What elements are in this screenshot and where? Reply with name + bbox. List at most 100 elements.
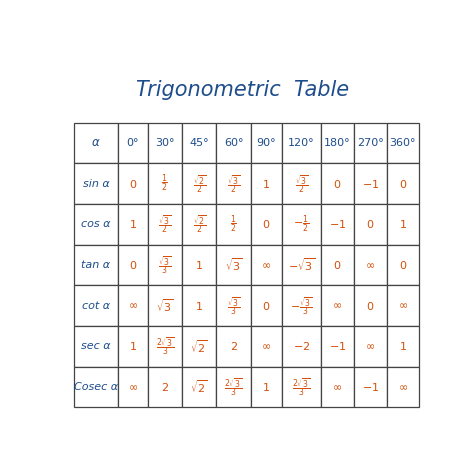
Text: $\infty$: $\infty$ (261, 341, 271, 351)
Text: $0$: $0$ (129, 259, 137, 271)
Bar (74, 204, 118, 245)
Bar (354, 123, 386, 163)
Bar (147, 123, 182, 163)
Text: sec α: sec α (81, 341, 111, 351)
Bar (386, 204, 419, 245)
Text: $\frac{\sqrt{3}}{2}$: $\frac{\sqrt{3}}{2}$ (227, 173, 240, 194)
Text: $-1$: $-1$ (329, 218, 346, 230)
Text: $\frac{\sqrt{3}}{3}$: $\frac{\sqrt{3}}{3}$ (227, 295, 240, 317)
Text: $0$: $0$ (262, 218, 270, 230)
Text: $\frac{\sqrt{3}}{2}$: $\frac{\sqrt{3}}{2}$ (295, 173, 308, 194)
Bar (282, 123, 321, 163)
Bar (118, 326, 147, 366)
Text: $0$: $0$ (333, 178, 342, 190)
Bar (251, 204, 282, 245)
Text: $2$: $2$ (161, 381, 169, 393)
Bar (321, 326, 354, 366)
Text: Trigonometric  Table: Trigonometric Table (137, 80, 349, 100)
Bar (182, 204, 216, 245)
Text: $0$: $0$ (366, 300, 374, 311)
Bar (251, 326, 282, 366)
Bar (354, 245, 386, 285)
Bar (182, 326, 216, 366)
Bar (118, 123, 147, 163)
Bar (118, 285, 147, 326)
Bar (321, 123, 354, 163)
Text: $-1$: $-1$ (362, 178, 379, 190)
Bar (321, 204, 354, 245)
Bar (182, 366, 216, 407)
Bar (251, 163, 282, 204)
Text: $0$: $0$ (262, 300, 270, 311)
Bar (282, 326, 321, 366)
Text: $-1$: $-1$ (329, 340, 346, 352)
Text: $\infty$: $\infty$ (365, 341, 375, 351)
Text: $1$: $1$ (195, 259, 203, 271)
Bar (74, 285, 118, 326)
Text: $\infty$: $\infty$ (128, 382, 138, 392)
Text: cot α: cot α (82, 301, 110, 310)
Bar (118, 163, 147, 204)
Bar (74, 245, 118, 285)
Text: $0$: $0$ (366, 218, 374, 230)
Text: $\infty$: $\infty$ (398, 301, 408, 310)
Bar (74, 326, 118, 366)
Bar (321, 245, 354, 285)
Text: $\infty$: $\infty$ (365, 260, 375, 270)
Bar (118, 204, 147, 245)
Text: $1$: $1$ (129, 340, 137, 352)
Text: 60°: 60° (224, 138, 243, 148)
Text: $\frac{2\sqrt{3}}{3}$: $\frac{2\sqrt{3}}{3}$ (292, 376, 310, 398)
Text: $2$: $2$ (229, 340, 237, 352)
Text: $1$: $1$ (195, 300, 203, 311)
Bar (182, 123, 216, 163)
Bar (282, 285, 321, 326)
Text: 360°: 360° (390, 138, 416, 148)
Text: $-\frac{\sqrt{3}}{3}$: $-\frac{\sqrt{3}}{3}$ (290, 295, 313, 317)
Bar (216, 285, 251, 326)
Text: 30°: 30° (155, 138, 174, 148)
Bar (386, 163, 419, 204)
Bar (74, 366, 118, 407)
Bar (386, 285, 419, 326)
Text: $\infty$: $\infty$ (261, 260, 271, 270)
Text: $\infty$: $\infty$ (128, 301, 138, 310)
Text: $-\frac{1}{2}$: $-\frac{1}{2}$ (293, 213, 310, 235)
Bar (216, 163, 251, 204)
Text: 120°: 120° (288, 138, 315, 148)
Text: 0°: 0° (127, 138, 139, 148)
Bar (282, 204, 321, 245)
Bar (354, 163, 386, 204)
Text: sin α: sin α (82, 179, 109, 189)
Text: $1$: $1$ (262, 178, 270, 190)
Bar (251, 123, 282, 163)
Bar (354, 204, 386, 245)
Text: 270°: 270° (357, 138, 383, 148)
Text: 45°: 45° (189, 138, 209, 148)
Bar (354, 285, 386, 326)
Bar (354, 326, 386, 366)
Text: $\infty$: $\infty$ (332, 382, 342, 392)
Bar (386, 245, 419, 285)
Text: $\frac{2\sqrt{3}}{3}$: $\frac{2\sqrt{3}}{3}$ (225, 376, 243, 398)
Text: $\infty$: $\infty$ (398, 382, 408, 392)
Text: cos α: cos α (81, 219, 111, 229)
Bar (74, 123, 118, 163)
Bar (147, 326, 182, 366)
Text: $\alpha$: $\alpha$ (91, 137, 101, 149)
Text: $\frac{1}{2}$: $\frac{1}{2}$ (230, 213, 237, 235)
Text: 90°: 90° (256, 138, 276, 148)
Bar (321, 366, 354, 407)
Bar (182, 245, 216, 285)
Text: $\infty$: $\infty$ (332, 301, 342, 310)
Text: $1$: $1$ (262, 381, 270, 393)
Bar (118, 245, 147, 285)
Bar (147, 163, 182, 204)
Text: Cosec α: Cosec α (74, 382, 118, 392)
Text: $\sqrt{2}$: $\sqrt{2}$ (190, 338, 208, 355)
Text: $-\sqrt{3}$: $-\sqrt{3}$ (288, 256, 315, 273)
Bar (216, 123, 251, 163)
Text: $\frac{\sqrt{3}}{3}$: $\frac{\sqrt{3}}{3}$ (158, 254, 171, 276)
Text: $0$: $0$ (399, 178, 407, 190)
Text: $\frac{\sqrt{3}}{2}$: $\frac{\sqrt{3}}{2}$ (158, 213, 171, 235)
